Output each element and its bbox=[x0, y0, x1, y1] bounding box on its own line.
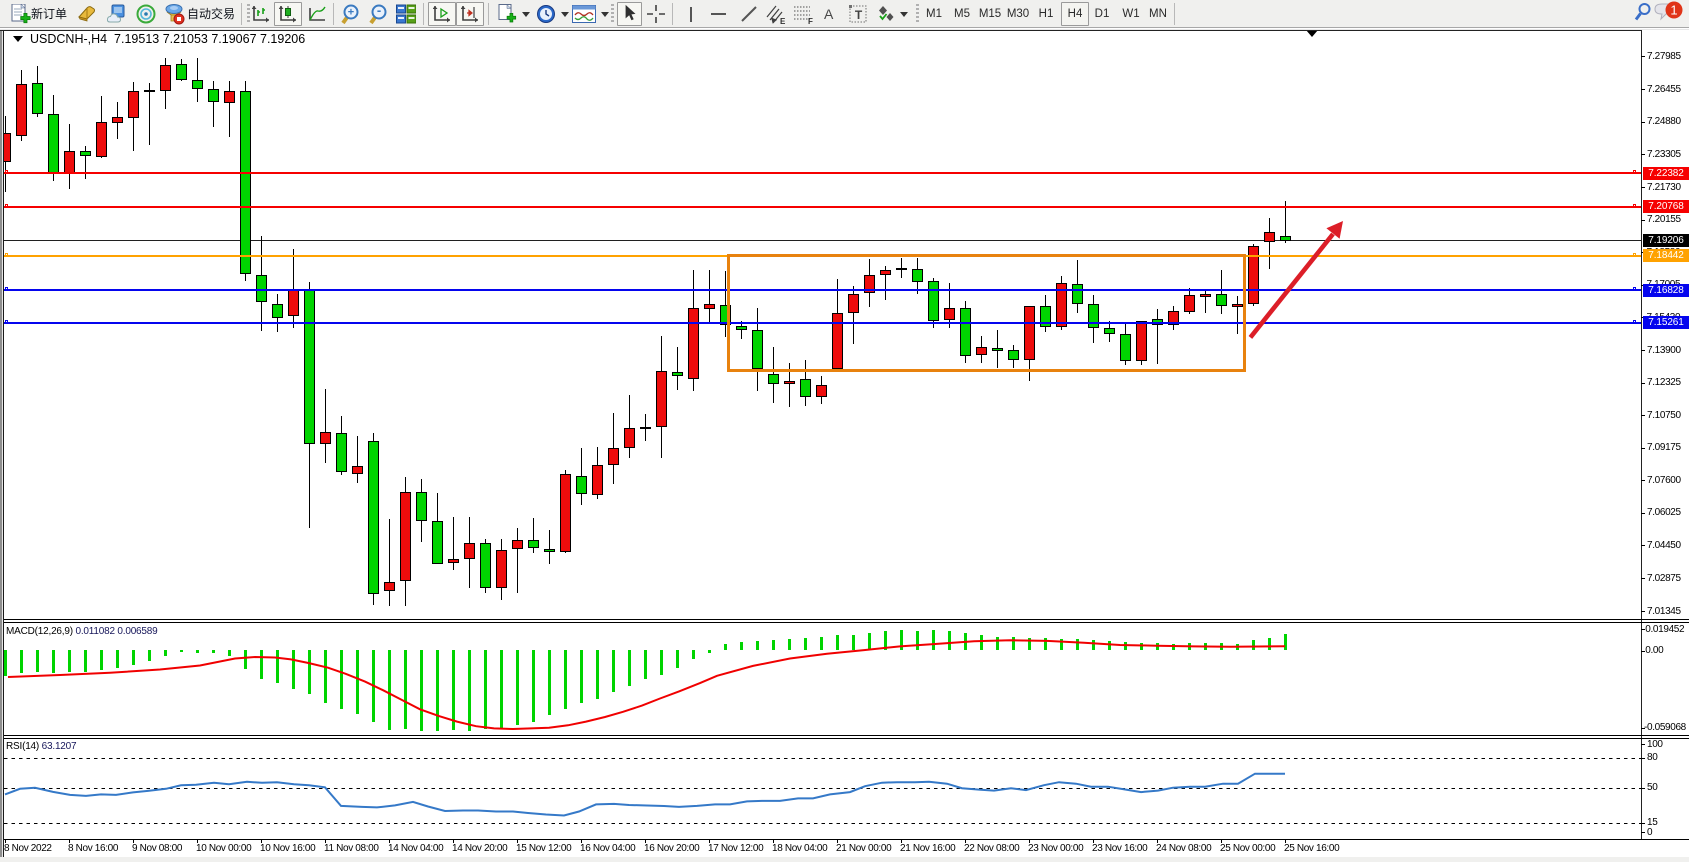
svg-text:+: + bbox=[348, 7, 354, 19]
svg-text:F: F bbox=[808, 17, 813, 25]
svg-text:E: E bbox=[780, 17, 786, 25]
svg-text:T: T bbox=[855, 8, 863, 22]
svg-text:-: - bbox=[377, 4, 381, 18]
svg-text:1: 1 bbox=[1670, 3, 1677, 18]
